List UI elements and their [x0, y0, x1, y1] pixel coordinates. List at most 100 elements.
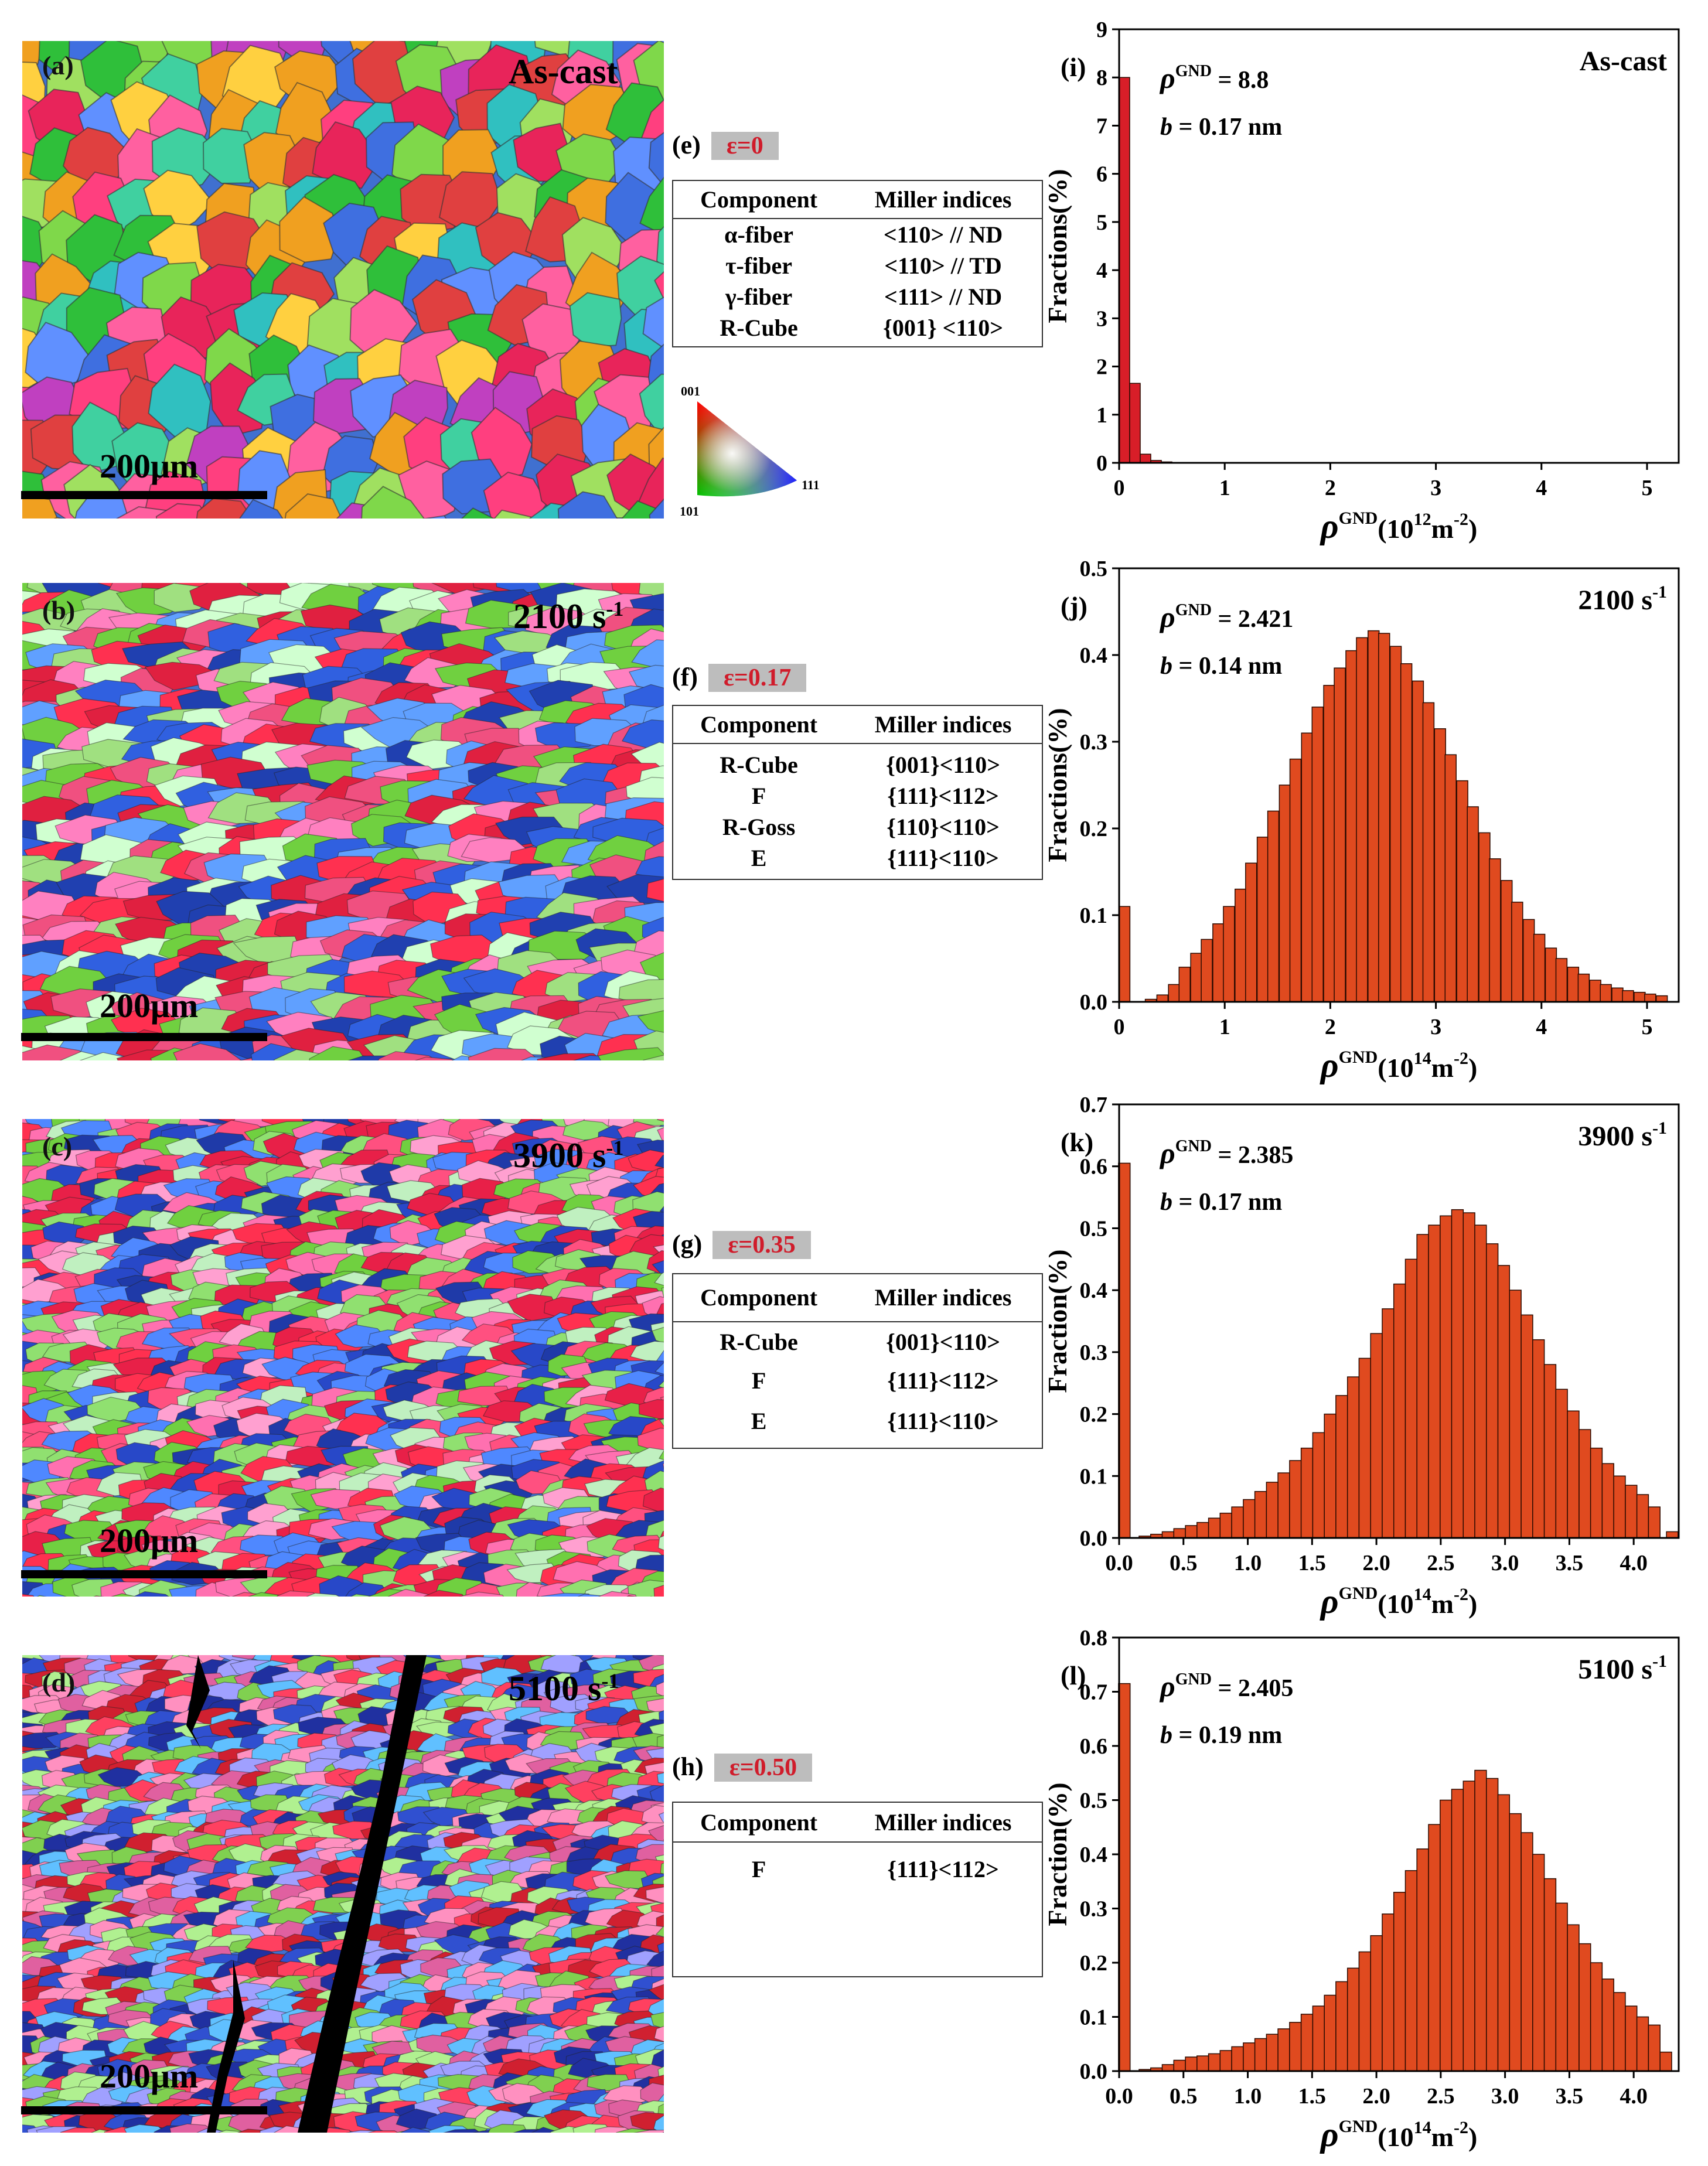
chart-panel-label: (k): [1061, 1127, 1093, 1157]
histogram-bar: [1289, 2022, 1302, 2072]
strain-label-f: (f) ε=0.17: [672, 662, 807, 692]
histogram-bar: [1434, 728, 1446, 1002]
histogram-bar: [1486, 1778, 1499, 2072]
histogram-bar: [1311, 707, 1324, 1002]
histogram-bar: [1223, 906, 1235, 1002]
gnd-histogram-j: 0 1 2 3 4 5 0.0 0.1 0.2 0.3 0.4 0.5 Fractions(%) ρGND…: [1049, 557, 1680, 1084]
histogram-bar: [1622, 990, 1634, 1002]
y-axis-label: Fractions(%): [1049, 708, 1072, 862]
histogram-bar: [1300, 2014, 1314, 2072]
scale-bar-a: [21, 491, 267, 499]
y-tick-label: 9: [1096, 18, 1107, 42]
ebsd-map-2100: [22, 583, 664, 1060]
histogram-bar: [1219, 1512, 1232, 1539]
histogram-bar: [1346, 1967, 1360, 2072]
histogram-bar: [1486, 1243, 1499, 1539]
table-row: R-Cube {001}<110>: [720, 1328, 1001, 1355]
annotation-b: b = 0.19 nm: [1160, 1722, 1282, 1749]
scale-bar-b: [21, 1033, 267, 1041]
histogram-bar: [1636, 1494, 1649, 1539]
histogram-bar: [1613, 1475, 1626, 1539]
y-tick-label: 8: [1096, 66, 1107, 90]
histogram-bar: [1368, 630, 1380, 1002]
ipf-label-101: 101: [680, 504, 699, 519]
plot-frame: [1118, 567, 1680, 1003]
histogram-bar: [1404, 1870, 1418, 2072]
y-tick-label: 0: [1096, 451, 1107, 476]
table-row: F {111}<112>: [751, 1856, 999, 1882]
histogram-bar: [1140, 453, 1151, 463]
texture-table-e: Component Miller indices α-fiber <110> // …: [672, 180, 1043, 347]
histogram-bar: [1208, 2053, 1221, 2072]
histogram-bar: [1231, 1506, 1244, 1539]
panel-label-d: (d): [42, 1667, 76, 1697]
x-tick-label: 1: [1219, 476, 1230, 500]
annotation-rho: ρGND = 2.385: [1159, 1137, 1293, 1169]
histogram-bar: [1335, 1395, 1348, 1539]
y-tick-label: 0.6: [1080, 1734, 1108, 1759]
histogram-bar: [1428, 1824, 1441, 2072]
histogram-bar: [1509, 1813, 1522, 2072]
y-axis-label: Fraction(%): [1049, 1782, 1072, 1926]
gnd-histogram-k: 0.0 0.5 1.0 1.5 2.0 2.5 3.0 3.5 4.0 0.0 0.1 0.2 0.3 0…: [1049, 1093, 1680, 1621]
histogram-bar: [1474, 1224, 1487, 1539]
histogram-bar: [1428, 1224, 1441, 1539]
y-tick-label: 0.5: [1080, 557, 1108, 581]
scale-label-d: 200μm: [100, 2057, 199, 2095]
histogram-bar: [1301, 732, 1313, 1002]
histogram-bar: [1118, 1683, 1131, 2072]
histogram-bar: [1521, 1832, 1533, 2072]
histogram-bar: [1579, 1943, 1591, 2072]
histogram-bar: [1196, 2055, 1209, 2072]
y-axis-label: Fraction(%): [1049, 1249, 1072, 1393]
histogram-bar: [1456, 780, 1468, 1002]
y-tick-label: 3: [1096, 306, 1107, 331]
gnd-histogram-l: 0.0 0.5 1.0 1.5 2.0 2.5 3.0 3.5 4.0 0.0 0.1 0.2 0.3 0…: [1049, 1626, 1680, 2154]
histogram-bar: [1451, 1789, 1464, 2072]
y-tick-label: 0.4: [1080, 643, 1108, 668]
histogram-bar: [1545, 947, 1557, 1002]
ipf-label-111: 111: [802, 477, 820, 492]
y-tick-label: 0.2: [1080, 1403, 1108, 1427]
y-axis-label: Fractions(%): [1049, 169, 1072, 323]
x-tick-label: 3.0: [1491, 1551, 1519, 1575]
histogram-bar: [1190, 953, 1202, 1002]
histogram-bar: [1422, 702, 1435, 1002]
histogram-bar: [1462, 1780, 1475, 2072]
histogram-bar: [1567, 1924, 1580, 2072]
panel-label-a: (a): [42, 50, 74, 80]
histogram-bar: [1543, 1878, 1557, 2072]
histogram-bar: [1522, 919, 1535, 1002]
x-tick-label: 2: [1325, 476, 1336, 500]
histogram-bar: [1511, 902, 1523, 1002]
annotation-rho: ρGND = 8.8: [1159, 62, 1269, 94]
x-tick-label: 0.5: [1170, 2084, 1198, 2109]
histogram-bar: [1173, 2059, 1186, 2072]
y-tick-label: 0.2: [1080, 817, 1108, 841]
histogram-bar: [1161, 1531, 1175, 1539]
histogram-bar: [1254, 1490, 1267, 1539]
histogram-bar: [1256, 837, 1269, 1002]
histogram-bar: [1393, 1283, 1406, 1539]
histogram-bar: [1577, 973, 1590, 1002]
histogram-bar: [1245, 862, 1257, 1002]
histogram-bar: [1277, 1472, 1290, 1539]
histogram-bar: [1243, 1499, 1256, 1539]
y-tick-label: 7: [1096, 114, 1107, 138]
histogram-bar: [1196, 1522, 1209, 1539]
x-tick-label: 1.0: [1234, 1551, 1262, 1575]
x-tick-label: 5: [1641, 1015, 1652, 1039]
y-tick-label: 0.7: [1080, 1680, 1108, 1705]
histogram-bar: [1289, 1460, 1302, 1539]
x-tick-label: 3.5: [1556, 2084, 1584, 2109]
scale-label-b: 200μm: [100, 987, 199, 1025]
x-axis-label: ρGND(1014m-2): [1320, 1046, 1478, 1084]
x-tick-label: 2.5: [1427, 2084, 1455, 2109]
y-tick-label: 0.1: [1080, 1464, 1108, 1489]
histogram-bar: [1600, 984, 1612, 1002]
histogram-bar: [1416, 1848, 1429, 2072]
histogram-bar: [1185, 2056, 1198, 2072]
histogram-bar: [1334, 667, 1346, 1002]
y-tick-label: 0.1: [1080, 903, 1108, 928]
histogram-bar: [1119, 77, 1130, 463]
